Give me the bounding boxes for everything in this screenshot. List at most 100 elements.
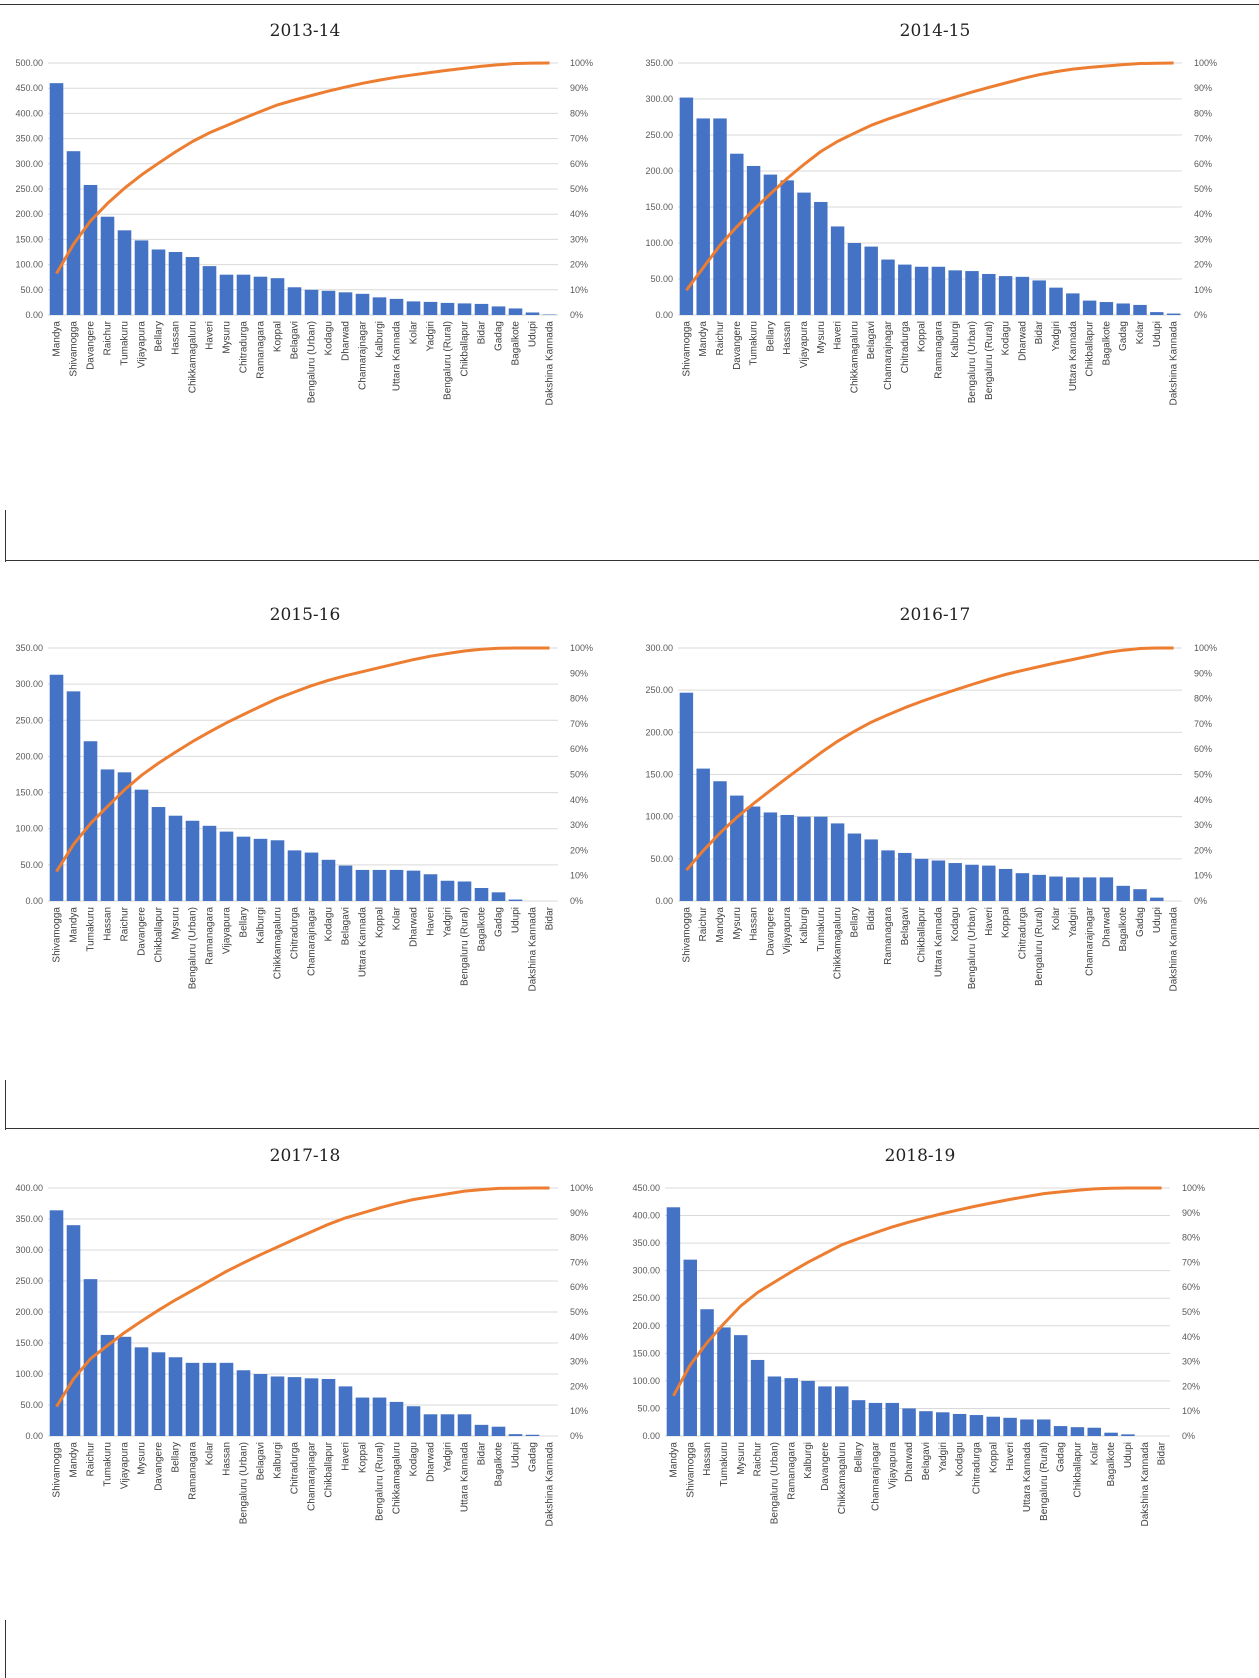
y-tick-label: 350.00	[15, 134, 43, 144]
category-label: Chikballapur	[324, 1441, 335, 1497]
category-label: Kodagu	[324, 321, 335, 355]
bar-Haveri	[338, 1386, 353, 1436]
category-label: Mandya	[668, 1442, 679, 1478]
category-label: Bagalkote	[477, 907, 488, 952]
category-label: Gadag	[1056, 1442, 1067, 1472]
category-label: Dharwad	[409, 907, 420, 947]
category-label: Davangere	[765, 907, 776, 956]
bar-Bengaluru (Rural)	[1037, 1419, 1051, 1436]
y2-tick-label: 70%	[570, 719, 588, 729]
y2-tick-label: 0%	[1182, 1431, 1195, 1441]
category-label: Shivamogga	[685, 1442, 696, 1498]
y2-tick-label: 90%	[570, 83, 588, 93]
category-label: Uttara Kannada	[392, 321, 403, 391]
y-tick-label: 50.00	[20, 1400, 43, 1410]
category-label: Davangere	[820, 1442, 831, 1491]
category-label: Kolar	[205, 1441, 216, 1465]
bar-Kolar	[202, 1362, 217, 1436]
chart-title: 2013-14	[270, 21, 341, 41]
category-label: Haveri	[205, 321, 216, 350]
bar-Bidar	[474, 303, 489, 315]
bar-Gadag	[491, 892, 506, 901]
bar-Bidar	[474, 1424, 489, 1436]
bar-Bengaluru (Rural)	[457, 881, 472, 901]
category-label: Bellary	[154, 321, 165, 352]
frame-left-line-2	[5, 1080, 6, 1130]
bar-Udupi	[1121, 1434, 1135, 1436]
chart-2017-18: 2017-18 0.00 50.00 100.00 150.00 200.00 250.00…	[15, 1146, 593, 1527]
bar-Uttara Kannada	[1020, 1419, 1034, 1436]
y2-tick-label: 90%	[570, 1208, 588, 1218]
y2-tick-label: 30%	[1194, 234, 1212, 244]
category-label: Ramanagara	[933, 321, 944, 379]
category-label: Bellary	[854, 1442, 865, 1473]
cumulative-percent-line	[685, 646, 1174, 872]
bar-Davangere	[818, 1386, 832, 1436]
y2-tick-label: 50%	[570, 1307, 588, 1317]
category-label: Kalburgi	[950, 321, 961, 358]
bar-Bengaluru (Rural)	[1032, 874, 1046, 901]
y2-tick-label: 100%	[570, 58, 593, 68]
chart-2013-14: 2013-14 0.00 50.00 100.00 150.00 200.00 250.00…	[15, 21, 593, 406]
y2-tick-label: 20%	[570, 1381, 588, 1391]
y-tick-label: 250.00	[632, 1293, 660, 1303]
category-label: Kalburgi	[273, 1442, 284, 1479]
category-label: Raichur	[715, 320, 726, 355]
bar-Vijayapura	[219, 831, 234, 901]
category-label: Vijayapura	[222, 907, 233, 955]
y-tick-label: 250.00	[15, 1276, 43, 1286]
bar-Dharwad	[423, 1414, 438, 1436]
chart-2015-16: 2015-16 0.00 50.00 100.00 150.00 200.00 250.00…	[15, 605, 593, 992]
chart-title: 2017-18	[270, 1146, 341, 1166]
category-label: Gadag	[1118, 321, 1129, 351]
y2-tick-label: 0%	[570, 310, 583, 320]
bar-Haveri	[202, 266, 217, 315]
category-label: Kolar	[1135, 320, 1146, 344]
bar-Bengaluru (Rural)	[982, 273, 996, 315]
category-label: Bengaluru (Rural)	[443, 321, 454, 400]
category-label: Bengaluru (Urban)	[769, 1442, 780, 1524]
bar-Gadag	[1133, 889, 1147, 901]
y-tick-label: 100.00	[15, 824, 43, 834]
y-tick-label: 50.00	[650, 274, 673, 284]
y2-tick-label: 20%	[1182, 1381, 1200, 1391]
bar-Chikballapur	[457, 303, 472, 315]
category-label: Vijayapura	[887, 1442, 898, 1490]
category-label: Chamarajnagar	[883, 320, 894, 390]
y2-tick-label: 30%	[1194, 820, 1212, 830]
category-label: Bengaluru (Rural)	[1039, 1442, 1050, 1521]
y-tick-label: 350.00	[15, 643, 43, 653]
bar-Vijayapura	[797, 192, 811, 315]
bar-Udupi	[1150, 312, 1164, 315]
y-tick-label: 0.00	[655, 896, 673, 906]
category-label: Shivamogga	[681, 907, 692, 963]
bar-Raichur	[100, 216, 115, 315]
category-label: Bidar	[1034, 320, 1045, 344]
bar-Belagavi	[919, 1411, 933, 1436]
bar-Chitradurga	[287, 1377, 302, 1436]
chart-title: 2014-15	[900, 21, 971, 41]
category-label: Tumakuru	[749, 321, 760, 366]
bar-Shivamogga	[679, 692, 694, 901]
bar-Udupi	[508, 899, 523, 901]
bar-Mandya	[696, 118, 710, 315]
bar-Shivamogga	[679, 97, 694, 315]
y-tick-label: 300.00	[15, 679, 43, 689]
cumulative-percent-line	[55, 1186, 550, 1408]
category-label: Mysuru	[171, 907, 182, 940]
y-tick-label: 300.00	[645, 643, 673, 653]
category-label: Chikkamagaluru	[833, 907, 844, 979]
y2-tick-label: 20%	[570, 260, 588, 270]
bar-Gadag	[491, 306, 506, 315]
y-tick-label: 300.00	[15, 1245, 43, 1255]
bar-Chitradurga	[969, 1415, 984, 1436]
y-tick-label: 100.00	[645, 812, 673, 822]
chart-2018-19: 2018-19 0.00 50.00 100.00 150.00 200.00 250.00…	[632, 1146, 1205, 1527]
category-label: Bidar	[545, 906, 556, 930]
category-label: Ramanagara	[256, 321, 267, 379]
bar-Bellary	[847, 833, 862, 901]
y2-tick-label: 90%	[1194, 668, 1212, 678]
category-label: Udupi	[1152, 907, 1163, 933]
bar-Vijayapura	[885, 1402, 899, 1436]
bar-Chamarajnagar	[1082, 877, 1097, 901]
